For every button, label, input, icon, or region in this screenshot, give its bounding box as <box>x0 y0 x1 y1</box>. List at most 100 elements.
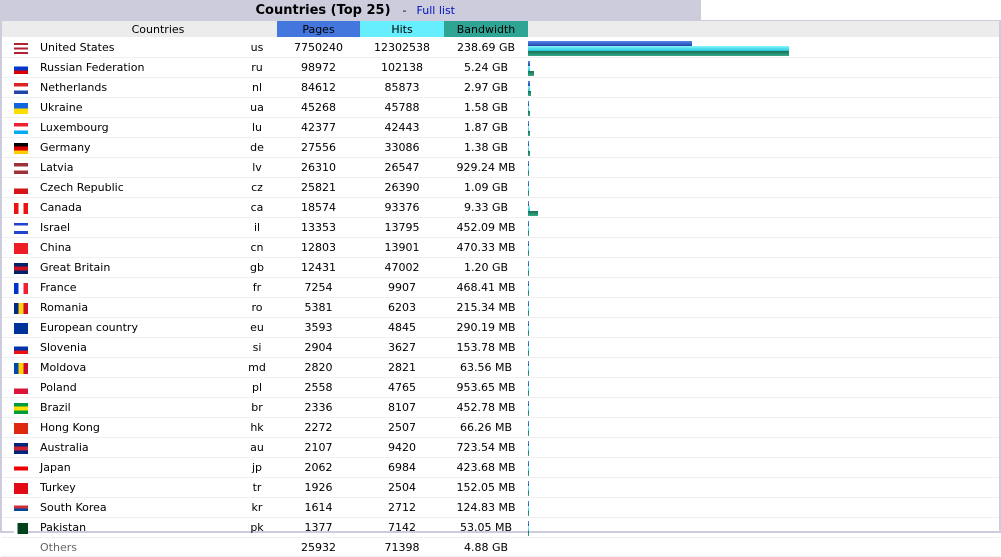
bandwidth-bar <box>528 230 529 236</box>
flag-cell <box>2 477 39 498</box>
bandwidth-value: 1.09 GB <box>444 177 528 198</box>
header-pages: Pages <box>277 21 360 38</box>
country-code: au <box>237 437 277 458</box>
table-row: Luxembourg lu 42377 42443 1.87 GB <box>2 117 999 138</box>
flag-cell <box>2 517 39 538</box>
hits-bar <box>528 525 529 531</box>
bandwidth-value: 723.54 MB <box>444 437 528 458</box>
bandwidth-value: 9.33 GB <box>444 197 528 218</box>
table-row: Ukraine ua 45268 45788 1.58 GB <box>2 97 999 118</box>
flag-ru-icon <box>13 63 28 74</box>
bandwidth-value: 1.38 GB <box>444 137 528 158</box>
pages-value: 12431 <box>277 257 360 278</box>
pages-bar <box>528 260 529 266</box>
flag-cell <box>2 257 39 278</box>
table-row: European country eu 3593 4845 290.19 MB <box>2 317 999 338</box>
hits-value: 13901 <box>360 237 444 258</box>
bandwidth-bar <box>528 90 531 96</box>
hits-value: 71398 <box>360 537 444 557</box>
flag-br-icon <box>13 403 28 414</box>
hits-bar <box>528 45 789 51</box>
hits-value: 45788 <box>360 97 444 118</box>
hits-bar <box>528 445 529 451</box>
hits-bar <box>528 505 529 511</box>
flag-cell <box>2 417 39 438</box>
hits-bar <box>528 225 529 231</box>
bandwidth-value: 215.34 MB <box>444 297 528 318</box>
bar-graph <box>528 117 999 138</box>
pages-value: 45268 <box>277 97 360 118</box>
pages-bar <box>528 40 692 46</box>
flag-ua-icon <box>13 103 28 114</box>
country-name: France <box>39 277 237 298</box>
bandwidth-value: 1.20 GB <box>444 257 528 278</box>
bandwidth-bar <box>528 310 529 316</box>
flag-il-icon <box>13 223 28 234</box>
bandwidth-bar <box>528 510 529 516</box>
bandwidth-value: 4.88 GB <box>444 537 528 557</box>
country-name: Pakistan <box>39 517 237 538</box>
bandwidth-value: 452.09 MB <box>444 217 528 238</box>
hits-bar <box>528 105 529 111</box>
hits-value: 7142 <box>360 517 444 538</box>
flag-au-icon <box>13 443 28 454</box>
pages-bar <box>528 460 529 466</box>
country-code: md <box>237 357 277 378</box>
country-code: ua <box>237 97 277 118</box>
flag-cell <box>2 357 39 378</box>
pages-bar <box>528 320 529 326</box>
hits-value: 2504 <box>360 477 444 498</box>
pages-value: 42377 <box>277 117 360 138</box>
bandwidth-value: 124.83 MB <box>444 497 528 518</box>
flag-cell <box>2 337 39 358</box>
hits-value: 8107 <box>360 397 444 418</box>
hits-value: 2821 <box>360 357 444 378</box>
bar-graph <box>528 297 999 318</box>
bandwidth-value: 1.58 GB <box>444 97 528 118</box>
country-code: ru <box>237 57 277 78</box>
bandwidth-value: 152.05 MB <box>444 477 528 498</box>
pages-value: 18574 <box>277 197 360 218</box>
bar-graph <box>528 97 999 118</box>
country-code: fr <box>237 277 277 298</box>
country-code: pl <box>237 377 277 398</box>
flag-cz-icon <box>13 183 28 194</box>
full-list-link[interactable]: Full list <box>416 4 455 17</box>
hits-bar <box>528 405 529 411</box>
bar-graph <box>528 197 999 218</box>
hits-value: 9420 <box>360 437 444 458</box>
pages-bar <box>528 180 529 186</box>
pages-bar <box>528 500 529 506</box>
country-name: Germany <box>39 137 237 158</box>
table-row: Pakistan pk 1377 7142 53.05 MB <box>2 517 999 538</box>
bar-graph <box>528 397 999 418</box>
flag-cell <box>2 377 39 398</box>
table-row: Israel il 13353 13795 452.09 MB <box>2 217 999 238</box>
flag-kr-icon <box>13 503 28 514</box>
pages-value: 1377 <box>277 517 360 538</box>
hits-value: 47002 <box>360 257 444 278</box>
pages-value: 2107 <box>277 437 360 458</box>
country-code: ro <box>237 297 277 318</box>
table-row: Hong Kong hk 2272 2507 66.26 MB <box>2 417 999 438</box>
pages-bar <box>528 280 529 286</box>
flag-cell <box>2 277 39 298</box>
bandwidth-bar <box>528 370 529 376</box>
country-name: Turkey <box>39 477 237 498</box>
hits-bar <box>528 425 529 431</box>
hits-bar <box>528 485 529 491</box>
flag-cell <box>2 117 39 138</box>
bar-graph <box>528 177 999 198</box>
pages-bar <box>528 120 529 126</box>
bar-graph <box>528 517 999 538</box>
country-name: Ukraine <box>39 97 237 118</box>
hits-bar <box>528 125 529 131</box>
bar-graph <box>528 37 999 58</box>
flag-lv-icon <box>13 163 28 174</box>
table-row: Russian Federation ru 98972 102138 5.24 … <box>2 57 999 78</box>
country-name: Slovenia <box>39 337 237 358</box>
bandwidth-value: 153.78 MB <box>444 337 528 358</box>
bar-graph <box>528 337 999 358</box>
pages-bar <box>528 400 529 406</box>
pages-value: 5381 <box>277 297 360 318</box>
